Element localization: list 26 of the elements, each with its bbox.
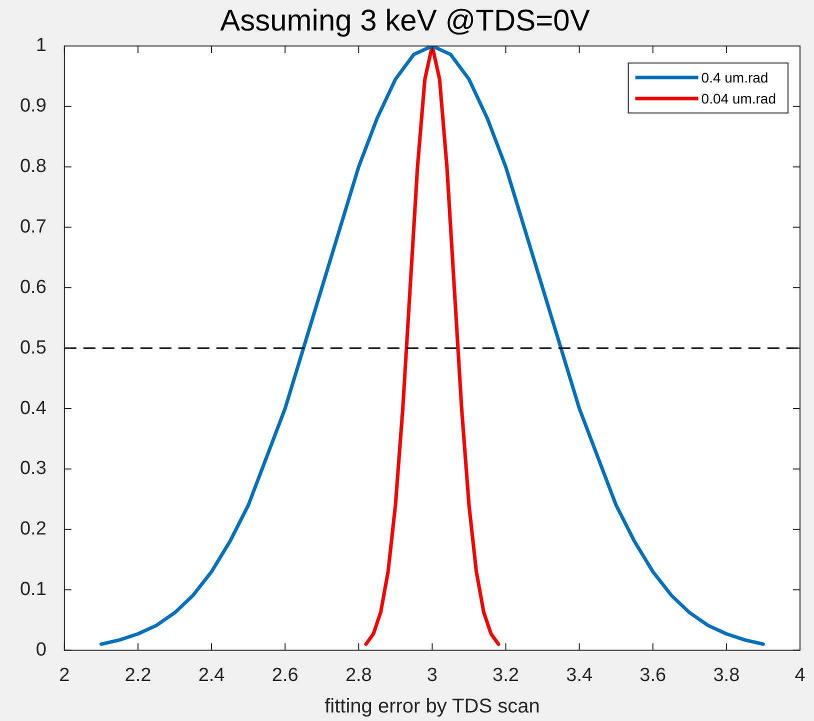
legend-label: 0.04 um.rad bbox=[701, 90, 776, 106]
y-tick-label: 0.5 bbox=[20, 337, 46, 358]
legend-label: 0.4 um.rad bbox=[701, 69, 768, 86]
x-tick-label: 4 bbox=[794, 664, 806, 686]
x-axis-title: fitting error by TDS scan bbox=[324, 696, 540, 718]
x-tick-label: 2.4 bbox=[198, 664, 226, 686]
y-tick-label: 0 bbox=[36, 639, 46, 660]
x-tick-label: 3.8 bbox=[713, 664, 740, 686]
x-tick-label: 2.6 bbox=[272, 664, 298, 686]
y-tick-label: 0.6 bbox=[20, 276, 46, 298]
x-tick-label: 3.6 bbox=[640, 664, 666, 686]
x-tick-label: 2 bbox=[59, 664, 70, 686]
y-tick-label: 0.7 bbox=[20, 216, 46, 238]
y-tick-label: 0.1 bbox=[20, 579, 46, 600]
x-tick-label: 2.2 bbox=[124, 664, 152, 686]
x-tick-label: 3 bbox=[426, 664, 438, 686]
y-tick-label: 0.9 bbox=[20, 96, 46, 117]
y-tick-label: 0.3 bbox=[20, 458, 46, 480]
y-tick-label: 0.4 bbox=[20, 398, 47, 419]
y-tick-label: 0.2 bbox=[20, 518, 46, 540]
y-tick-label: 0.8 bbox=[20, 156, 46, 178]
x-tick-label: 3.4 bbox=[566, 664, 593, 686]
x-tick-label: 3.2 bbox=[492, 664, 519, 686]
chart-title: Assuming 3 keV @TDS=0V bbox=[220, 4, 590, 38]
x-tick-label: 2.8 bbox=[345, 664, 372, 686]
y-tick-label: 1 bbox=[36, 35, 46, 56]
